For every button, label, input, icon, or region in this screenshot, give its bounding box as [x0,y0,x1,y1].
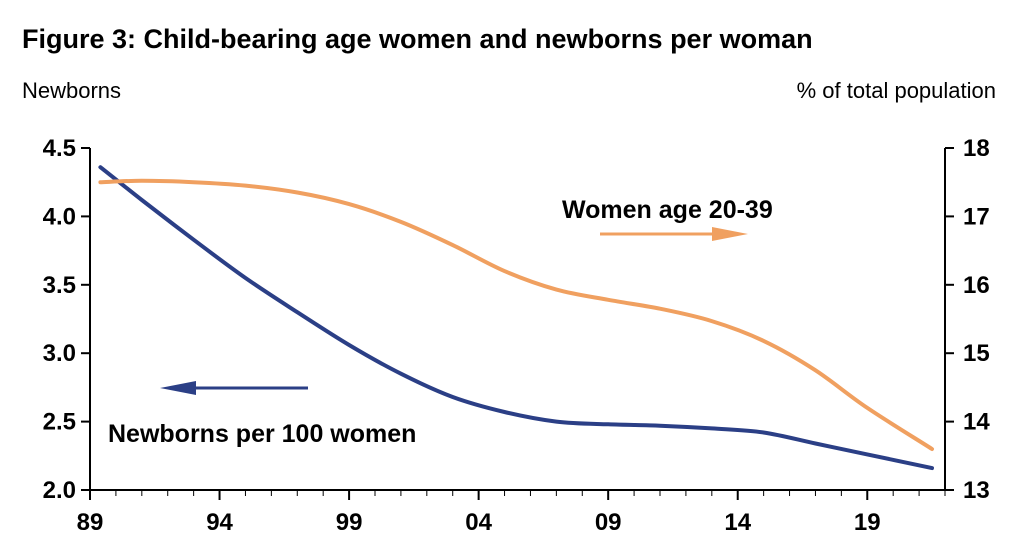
left-y-tick-label: 2.0 [43,477,76,504]
women-series-line [98,178,934,451]
x-tick-label: 09 [595,509,622,536]
newborns-annotation-label: Newborns per 100 women [108,420,416,448]
right-y-tick-label: 13 [963,477,990,504]
annotations: Women age 20-39 Newborns per 100 women [108,196,773,448]
x-tick-label: 04 [465,509,492,536]
left-y-tick-label: 2.5 [43,409,76,436]
x-tick-label: 19 [854,509,881,536]
left-axis-unit-label: Newborns [22,78,122,103]
right-y-tick-label: 17 [963,203,990,230]
x-tick-label: 94 [206,509,233,536]
chart-title: Figure 3: Child-bearing age women and ne… [22,24,813,54]
women-annotation-label: Women age 20-39 [562,196,773,224]
right-arrow-head [712,227,748,241]
left-y-tick-label: 3.5 [43,272,76,299]
x-tick-label: 99 [336,509,363,536]
right-y-tick-label: 18 [963,135,990,162]
newborns-series-line [98,165,934,471]
left-arrow-head [160,381,196,395]
x-tick-label: 89 [77,509,104,536]
right-axis-unit-label: % of total population [796,78,996,103]
right-y-tick-label: 14 [963,409,990,436]
left-y-tick-label: 4.5 [43,135,76,162]
right-y-tick-label: 16 [963,272,990,299]
right-y-tick-label: 15 [963,340,990,367]
series-lines [98,165,934,471]
left-y-tick-label: 4.0 [43,203,76,230]
left-y-tick-label: 3.0 [43,340,76,367]
x-tick-label: 14 [724,509,751,536]
axes: 2.0 2.5 3.0 3.5 4.0 4.5 13 14 15 16 17 18 89 94 99 04 09… [43,135,991,536]
